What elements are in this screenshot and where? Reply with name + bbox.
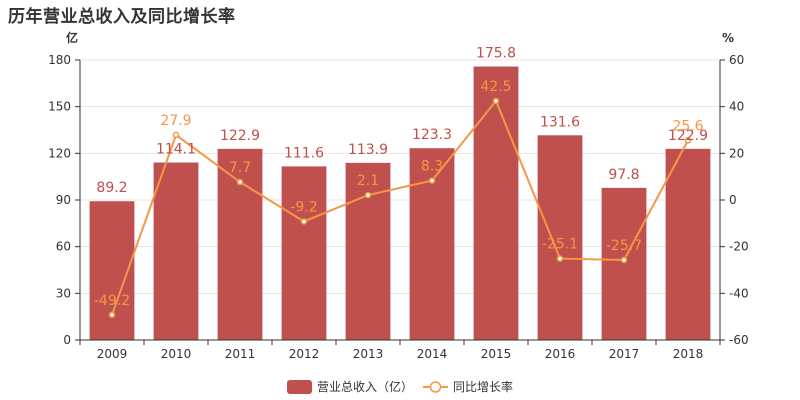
line-point (172, 131, 180, 139)
x-tick-label: 2009 (97, 347, 128, 361)
y-right-tick-label: -20 (729, 240, 749, 254)
bar-data-label: 97.8 (608, 167, 639, 183)
x-tick-label: 2010 (161, 347, 192, 361)
legend-bar-label: 营业总收入（亿） (317, 379, 413, 394)
y-left-tick-label: 60 (56, 240, 71, 254)
bar (409, 148, 455, 340)
line-point (300, 218, 308, 225)
x-tick-label: 2012 (289, 347, 320, 361)
y-left-unit: 亿 (66, 30, 78, 45)
y-right-tick-label: -60 (729, 333, 749, 347)
bar-series (89, 66, 711, 341)
line-point (364, 191, 372, 199)
x-tick-label: 2018 (673, 347, 704, 361)
bar (665, 148, 711, 340)
bar (537, 135, 583, 340)
y-left-tick-label: 90 (56, 193, 71, 207)
y-left-tick-label: 0 (63, 333, 71, 347)
line-data-label: -25.1 (542, 237, 578, 253)
line-data-label: 42.5 (480, 79, 511, 95)
line-data-label: -25.7 (606, 238, 642, 254)
line-point (428, 177, 436, 184)
legend-line-marker (429, 381, 442, 393)
legend-bar-swatch (287, 380, 312, 394)
bar-data-label: 89.2 (96, 180, 127, 196)
bar-data-label: 113.9 (348, 142, 388, 158)
y-left-tick-label: 150 (48, 100, 71, 114)
line-data-label: -49.2 (94, 293, 130, 309)
line-point (684, 137, 692, 144)
bar-data-label: 131.6 (540, 114, 580, 130)
line-series (108, 97, 692, 319)
y-right-tick-label: 20 (729, 146, 744, 160)
y-left-tick-label: 30 (56, 286, 71, 300)
chart-title: 历年营业总收入及同比增长率 (8, 7, 236, 27)
x-tick-label: 2017 (609, 347, 640, 361)
line-data-label: -9.2 (290, 199, 317, 215)
line-point (236, 178, 244, 186)
x-tick-label: 2014 (417, 347, 448, 361)
line-point (556, 255, 564, 262)
growth-line (111, 98, 689, 316)
bar (281, 166, 327, 340)
line-data-label: 8.3 (421, 159, 443, 175)
legend[interactable]: 营业总收入（亿） 同比增长率 (287, 379, 513, 394)
x-tick-label: 2016 (545, 347, 576, 361)
legend-line-label: 同比增长率 (453, 379, 513, 394)
bar (601, 187, 647, 340)
bar-data-label: 123.3 (412, 127, 452, 143)
line-data-label: 2.1 (357, 173, 379, 189)
x-tick-label: 2011 (225, 347, 256, 361)
bar (153, 162, 199, 340)
line-data-label: 25.6 (672, 118, 703, 134)
bar (473, 66, 519, 341)
bar (217, 148, 263, 340)
bar-data-label: 175.8 (476, 46, 516, 62)
x-tick-label: 2015 (481, 347, 512, 361)
line-point (620, 256, 628, 264)
y-right-tick-label: 40 (729, 100, 744, 114)
y-right-tick-label: 60 (729, 53, 744, 67)
line-point (108, 311, 116, 319)
y-left-tick-label: 120 (48, 146, 71, 160)
y-right-tick-label: 0 (729, 193, 737, 207)
line-data-label: 27.9 (160, 113, 191, 129)
axes: 0 30 60 90 120 150 180 -60 -40 -20 0 20 40 60 亿 % 2009 20… (48, 30, 749, 361)
bar-data-label: 111.6 (284, 145, 324, 161)
data-labels: 89.2 114.1 122.9 111.6 113.9 123.3 175.8 131.6 9… (94, 46, 708, 309)
y-left-tick-label: 180 (48, 53, 71, 67)
bar-data-label: 122.9 (220, 128, 260, 144)
line-data-label: 7.7 (229, 160, 251, 176)
y-right-unit: % (722, 31, 734, 45)
line-point (492, 97, 500, 105)
bar-data-label: 114.1 (156, 142, 196, 158)
x-tick-label: 2013 (353, 347, 384, 361)
y-right-tick-label: -40 (729, 286, 749, 300)
bar (345, 162, 391, 340)
bar-data-label: 122.9 (668, 128, 708, 144)
